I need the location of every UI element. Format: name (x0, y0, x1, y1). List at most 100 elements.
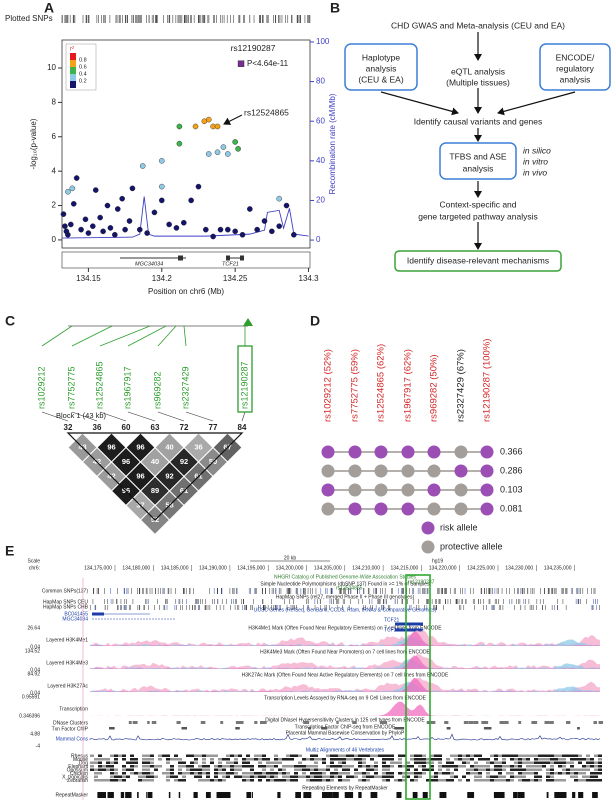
alignment (162, 754, 166, 757)
alignment (450, 772, 454, 775)
alignment (482, 758, 486, 761)
allele (374, 502, 388, 516)
position-label: 134,225,000 (467, 565, 495, 571)
alignment (146, 775, 150, 778)
signal (90, 701, 600, 716)
snp-label: rs12524865 (94, 361, 104, 409)
annotation: rs12524865 (244, 107, 289, 117)
dnase (303, 721, 310, 724)
alignment (302, 775, 306, 778)
alignment (122, 772, 126, 775)
alignment (534, 768, 538, 771)
flow-text: (CEU & EA) (358, 74, 404, 84)
alignment (482, 779, 486, 782)
alignment (182, 775, 186, 778)
tf-site (308, 727, 311, 730)
alignment (514, 775, 518, 778)
alignment (554, 772, 558, 775)
alignment (390, 754, 394, 757)
alignment (494, 765, 498, 768)
alignment (110, 768, 114, 771)
alignment (146, 772, 150, 775)
alignment (90, 765, 94, 768)
alignment (498, 768, 502, 771)
alignment (474, 761, 478, 764)
alignment (450, 754, 454, 757)
alignment (338, 754, 342, 757)
alignment (338, 765, 342, 768)
dnase (379, 721, 383, 724)
alignment (586, 775, 590, 778)
alignment (422, 772, 426, 775)
dnase (593, 721, 597, 724)
alignment (326, 768, 330, 771)
point (122, 226, 128, 233)
point (220, 144, 227, 150)
point (62, 223, 68, 229)
point (232, 139, 238, 145)
alignment (562, 772, 566, 775)
alignment (586, 779, 590, 782)
alignment (558, 765, 562, 768)
alignment (214, 779, 218, 782)
alignment (330, 754, 334, 757)
alignment (294, 772, 298, 775)
scale-label: Scale (27, 558, 40, 564)
alignment (490, 754, 494, 757)
alignment (466, 758, 470, 761)
alignment (562, 768, 566, 771)
alignment (242, 779, 246, 782)
alignment (150, 754, 154, 757)
alignment (522, 768, 526, 771)
alignment (98, 754, 102, 757)
point (291, 231, 297, 238)
alignment (398, 761, 402, 764)
alignment (486, 779, 490, 782)
point (136, 226, 143, 233)
alignment (266, 761, 270, 764)
alignment (214, 768, 218, 771)
point (97, 214, 103, 221)
alignment (194, 754, 198, 757)
alignment (318, 779, 322, 782)
alignment (298, 768, 302, 771)
alignment (142, 772, 146, 775)
alignment (266, 758, 270, 761)
alignment (550, 772, 554, 775)
alignment (518, 768, 522, 771)
alignment (122, 765, 126, 768)
alignment (206, 754, 210, 757)
repeat (146, 792, 148, 798)
alignment (94, 779, 98, 782)
alignment (590, 775, 594, 778)
alignment (178, 779, 182, 782)
alignment (166, 772, 170, 775)
alignment (130, 754, 134, 757)
ld-value: 92 (180, 457, 188, 466)
alignment (362, 758, 366, 761)
alignment (230, 761, 234, 764)
alignment (566, 761, 570, 764)
alignment (490, 775, 494, 778)
alignment (318, 768, 322, 771)
point (205, 151, 212, 157)
alignment (538, 779, 542, 782)
alignment (518, 765, 522, 768)
axis-value: 0.346396 (19, 713, 40, 719)
track-title: Transcription Factor ChIP-seq from ENCOD… (295, 724, 396, 730)
alignment (298, 754, 302, 757)
alignment (114, 754, 118, 757)
alignment (450, 775, 454, 778)
alignment (318, 775, 322, 778)
alignment (406, 761, 410, 764)
point (283, 202, 290, 209)
alignment (402, 765, 406, 768)
alignment (526, 758, 530, 761)
alignment (418, 761, 422, 764)
alignment (198, 765, 202, 768)
connector (157, 411, 185, 422)
flow-text: Context-specific and (439, 199, 516, 209)
alignment (174, 779, 178, 782)
alignment (142, 754, 146, 757)
